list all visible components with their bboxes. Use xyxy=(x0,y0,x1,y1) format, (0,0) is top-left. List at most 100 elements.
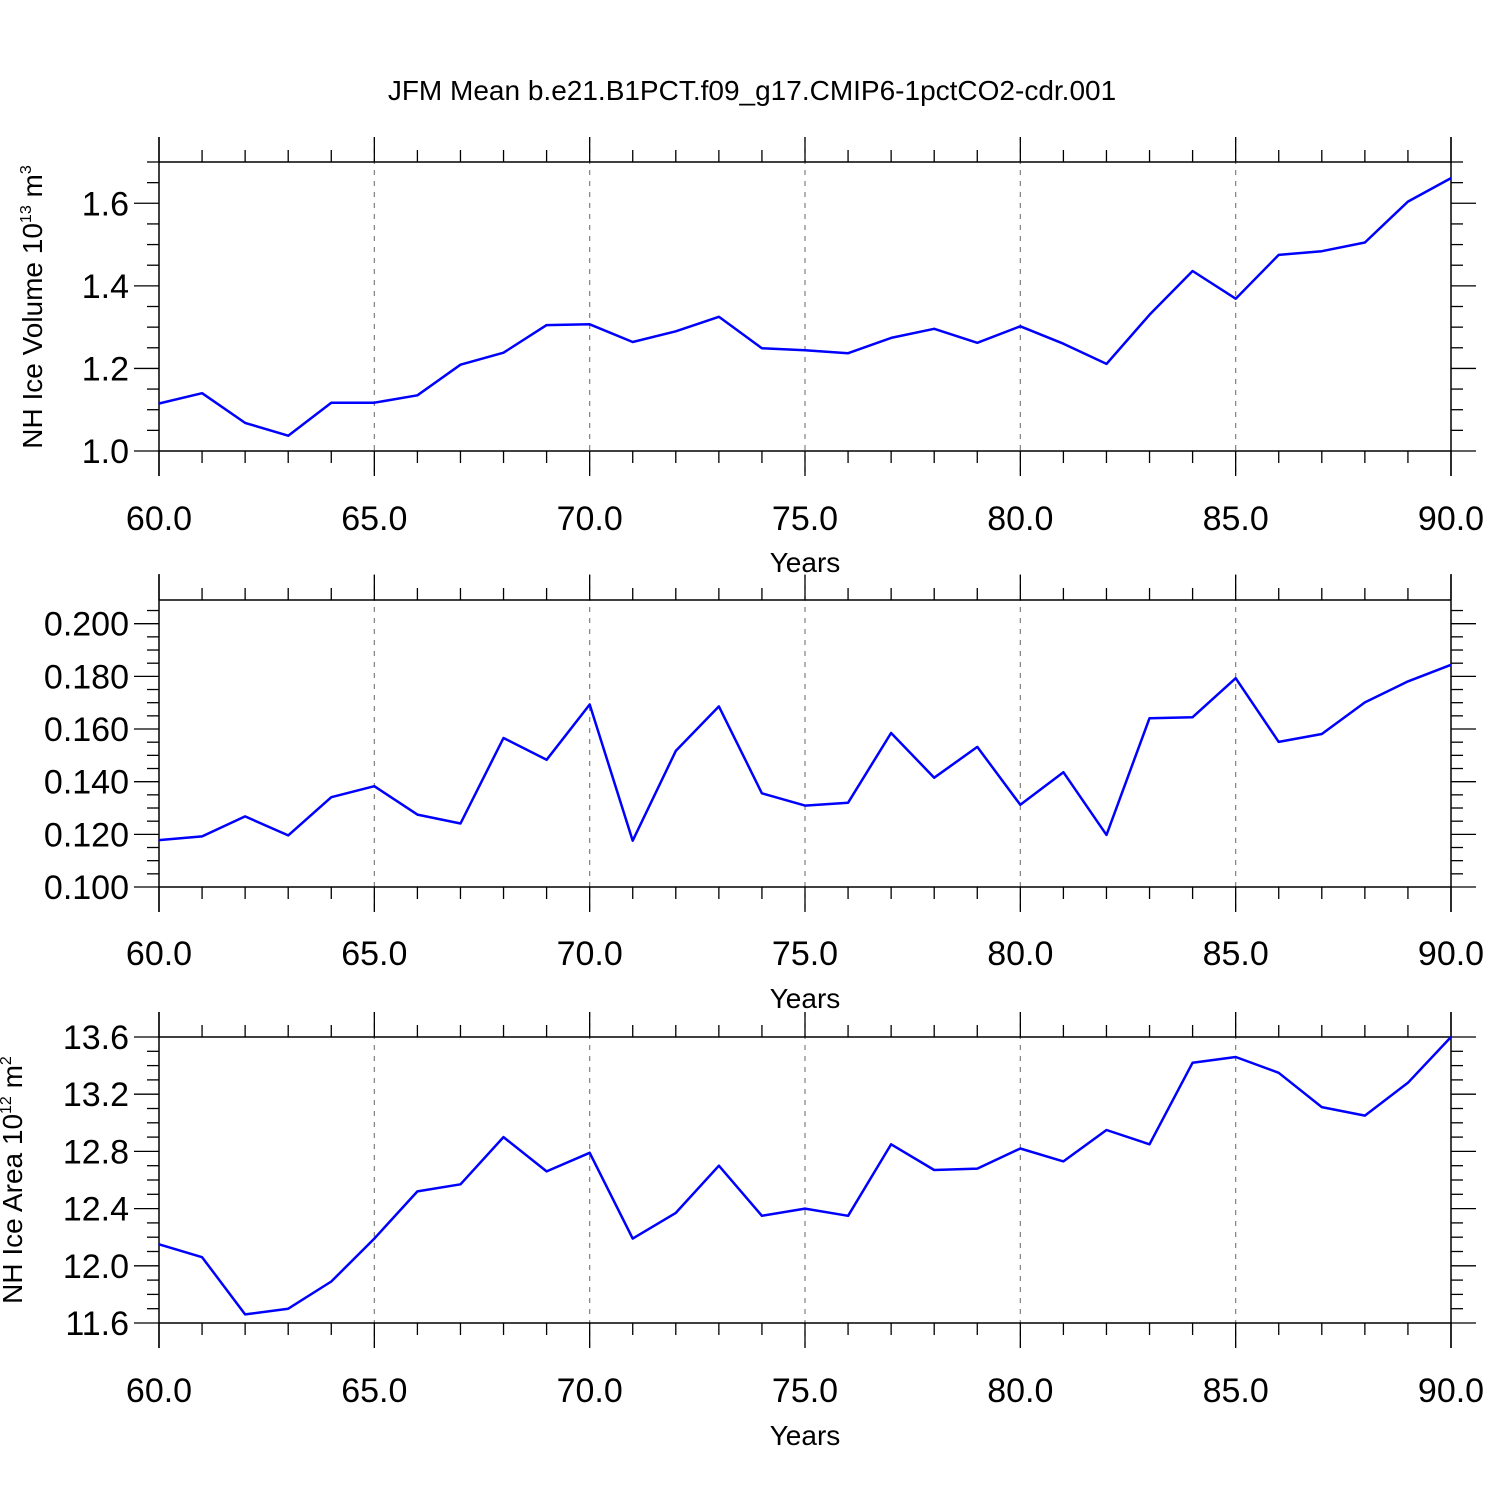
x-tick-label: 80.0 xyxy=(987,1372,1053,1410)
data-point xyxy=(373,1237,376,1240)
data-point xyxy=(976,342,979,344)
data-point xyxy=(330,796,333,799)
data-point xyxy=(1148,717,1151,720)
data-point xyxy=(1062,342,1065,345)
data-point xyxy=(675,330,677,333)
panels-container: 1.0 1.2 1.4 1.6 60.0 65.0 70.0 75.0 80.0 85.0 90.0… xyxy=(0,137,1484,1451)
x-axis-title: Years xyxy=(770,547,841,578)
x-tick-label: 60.0 xyxy=(126,500,192,538)
data-point xyxy=(675,750,677,752)
data-point xyxy=(416,813,419,816)
y-tick-label: 1.0 xyxy=(82,433,129,471)
data-point xyxy=(847,1214,849,1217)
data-point xyxy=(1191,270,1194,272)
y-tick-label: 1.6 xyxy=(82,185,129,223)
data-point xyxy=(545,1170,548,1173)
data-point xyxy=(588,703,591,706)
data-point xyxy=(1105,1129,1108,1131)
data-point xyxy=(459,822,462,825)
y-tick-label: 0.160 xyxy=(44,711,129,749)
x-tick-label: 80.0 xyxy=(987,935,1053,973)
data-point xyxy=(1407,1081,1409,1084)
data-point xyxy=(1364,241,1366,244)
data-point xyxy=(631,341,634,343)
y-axis-title: NH Ice Volume 1013 m3 xyxy=(17,165,48,449)
data-point xyxy=(804,804,806,807)
x-tick-label: 90.0 xyxy=(1418,935,1484,973)
y-axis-title: NH Ice Area 1012 m2 xyxy=(0,1056,28,1304)
data-point xyxy=(1277,254,1280,256)
data-point xyxy=(1321,733,1323,735)
y-axis-title-text: m xyxy=(0,1065,28,1096)
y-tick-label: 0.100 xyxy=(44,869,129,907)
x-tick-label: 60.0 xyxy=(126,935,192,973)
x-tick-label: 75.0 xyxy=(772,1372,838,1410)
data-point xyxy=(1191,1061,1194,1064)
data-point xyxy=(804,349,806,352)
x-axis-title: Years xyxy=(770,1420,841,1451)
data-point xyxy=(718,1164,720,1167)
data-point xyxy=(718,705,720,708)
data-point xyxy=(459,363,462,366)
x-tick-label: 85.0 xyxy=(1203,935,1269,973)
y-tick-label: 0.140 xyxy=(44,764,129,802)
data-point xyxy=(1277,741,1280,743)
data-point xyxy=(502,737,505,739)
y-tick-label: 0.200 xyxy=(44,606,129,644)
y-tick-label: 12.0 xyxy=(63,1248,129,1286)
data-point xyxy=(1234,1056,1237,1058)
data-point xyxy=(1364,1114,1366,1117)
y-axis-title-text: NH Ice Area 10 xyxy=(0,1114,28,1304)
x-tick-label: 60.0 xyxy=(126,1372,192,1410)
data-point xyxy=(1062,1160,1065,1163)
data-point xyxy=(1105,363,1108,365)
data-point xyxy=(976,1167,979,1170)
data-point xyxy=(201,835,203,838)
data-point xyxy=(890,732,892,734)
data-point xyxy=(1450,177,1452,179)
y-axis-title-superscript: 2 xyxy=(0,1056,15,1065)
data-point xyxy=(1277,1071,1280,1074)
data-point xyxy=(847,352,849,354)
data-point xyxy=(330,1280,333,1283)
data-point xyxy=(933,776,935,779)
data-point xyxy=(416,1190,419,1193)
data-point xyxy=(1062,771,1065,773)
data-point xyxy=(631,1237,634,1240)
y-axis-title-superscript: 3 xyxy=(18,165,35,174)
data-point xyxy=(1234,677,1237,680)
x-tick-label: 70.0 xyxy=(557,1372,623,1410)
x-tick-label: 90.0 xyxy=(1418,1372,1484,1410)
data-point xyxy=(330,401,333,404)
data-point xyxy=(287,434,290,437)
x-tick-label: 65.0 xyxy=(341,500,407,538)
data-point xyxy=(631,839,634,842)
x-tick-label: 75.0 xyxy=(772,500,838,538)
data-point xyxy=(545,759,548,761)
x-axis-title: Years xyxy=(770,983,841,1014)
y-tick-label: 12.4 xyxy=(63,1191,129,1229)
data-point xyxy=(1191,716,1194,718)
data-point xyxy=(761,347,763,349)
data-point xyxy=(416,394,419,397)
chart-panel-1: 1.0 1.2 1.4 1.6 60.0 65.0 70.0 75.0 80.0 85.0 90.0… xyxy=(17,137,1484,578)
data-point xyxy=(976,746,979,748)
data-point xyxy=(933,1169,935,1171)
data-point xyxy=(502,1136,505,1138)
data-point xyxy=(588,323,591,326)
data-point xyxy=(158,839,160,841)
y-axis-title-superscript: 12 xyxy=(0,1096,15,1114)
data-point xyxy=(158,1243,160,1246)
data-point xyxy=(158,402,160,405)
chart-panel-2: 0.100 0.120 0.140 0.160 0.180 0.200 60.0 65.0 70… xyxy=(44,574,1484,1014)
data-point xyxy=(244,1313,246,1316)
data-point xyxy=(373,785,376,787)
data-point xyxy=(1407,200,1409,203)
data-point xyxy=(545,324,548,326)
y-tick-label: 12.8 xyxy=(63,1133,129,1171)
x-tick-label: 70.0 xyxy=(557,935,623,973)
data-point xyxy=(1019,804,1022,806)
data-point xyxy=(502,351,505,354)
data-point xyxy=(201,392,203,395)
